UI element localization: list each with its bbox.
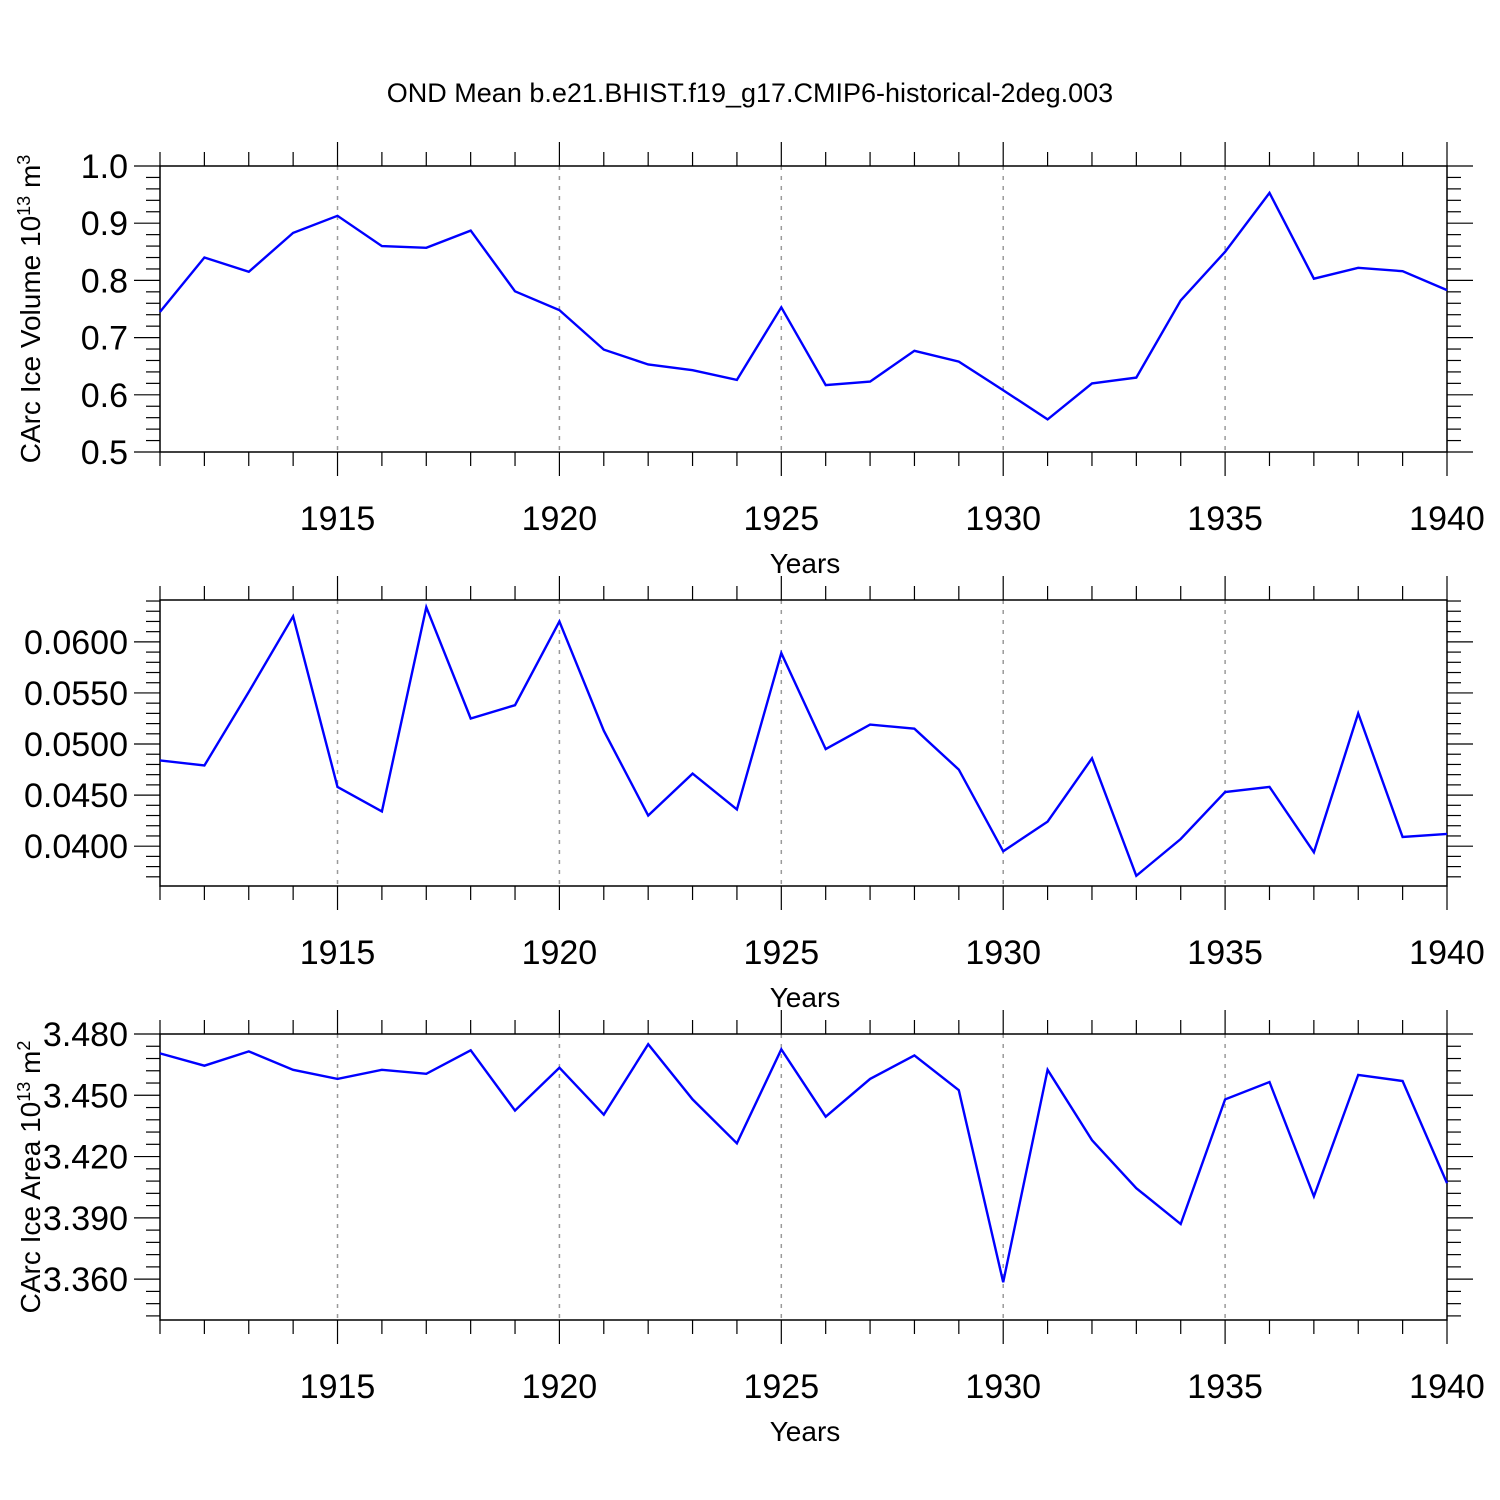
y-tick-label: 0.0600 [24,624,128,662]
x-tick-label: 1925 [743,934,819,972]
y-tick-label: 0.0550 [24,675,128,713]
x-tick-label: 1935 [1187,500,1263,538]
x-tick-label: 1930 [965,934,1041,972]
y-tick-label: 0.0450 [24,777,128,815]
x-tick-label: 1935 [1187,934,1263,972]
x-tick-label: 1930 [965,1368,1041,1406]
x-tick-label: 1930 [965,500,1041,538]
plot-frame [159,165,1448,453]
x-tick-label: 1935 [1187,1368,1263,1406]
x-tick-label: 1940 [1409,1368,1485,1406]
panels: 1915 1920 1925 1930 1935 1940 Years 0.5 0.6 0.7 0.… [14,142,1485,1447]
y-tick-label: 3.390 [43,1200,128,1238]
x-tick-label: 1925 [743,500,819,538]
y-tick-label: 0.0500 [24,726,128,764]
y-axis-label: CArc Ice Area 1013 m2 [14,1041,46,1314]
x-tick-label: 1940 [1409,500,1485,538]
y-tick-label: 0.7 [81,320,128,358]
y-tick-label: 1.0 [81,148,128,186]
figure-title: OND Mean b.e21.BHIST.f19_g17.CMIP6-histo… [387,78,1113,108]
x-tick-label: 1915 [300,934,376,972]
y-tick-label: 3.480 [43,1016,128,1054]
series-line [159,190,1448,421]
chart-panel-3: 1915 1920 1925 1930 1935 1940 Years 3.360 3.390 3… [14,1010,1485,1447]
x-tick-label: 1915 [300,1368,376,1406]
x-tick-label: 1920 [522,500,598,538]
y-tick-label: 0.9 [81,205,128,243]
x-tick-label: 1925 [743,1368,819,1406]
y-tick-label: 0.8 [81,262,128,300]
y-tick-label: 0.5 [81,434,128,472]
x-tick-label: 1920 [522,1368,598,1406]
series-line [159,603,1448,878]
x-axis-label: Years [770,548,841,579]
y-tick-label: 0.0400 [24,828,128,866]
y-tick-label: 3.450 [43,1077,128,1115]
x-tick-label: 1915 [300,500,376,538]
series-line [159,1042,1449,1283]
x-axis-label: Years [770,982,841,1013]
plot-frame [159,1033,1448,1321]
y-tick-label: 3.420 [43,1139,128,1177]
x-axis-label: Years [770,1416,841,1447]
x-tick-label: 1920 [522,934,598,972]
x-tick-label: 1940 [1409,934,1485,972]
chart-panel-1: 1915 1920 1925 1930 1935 1940 Years 0.5 0.6 0.7 0.… [14,142,1485,579]
y-tick-label: 0.6 [81,377,128,415]
y-axis-label: CArc Ice Volume 1013 m3 [14,155,46,464]
chart-panel-2: 1915 1920 1925 1930 1935 1940 Years 0.0400 0.045… [24,576,1485,1013]
y-tick-label: 3.360 [43,1261,128,1299]
plot-frame [159,599,1448,887]
